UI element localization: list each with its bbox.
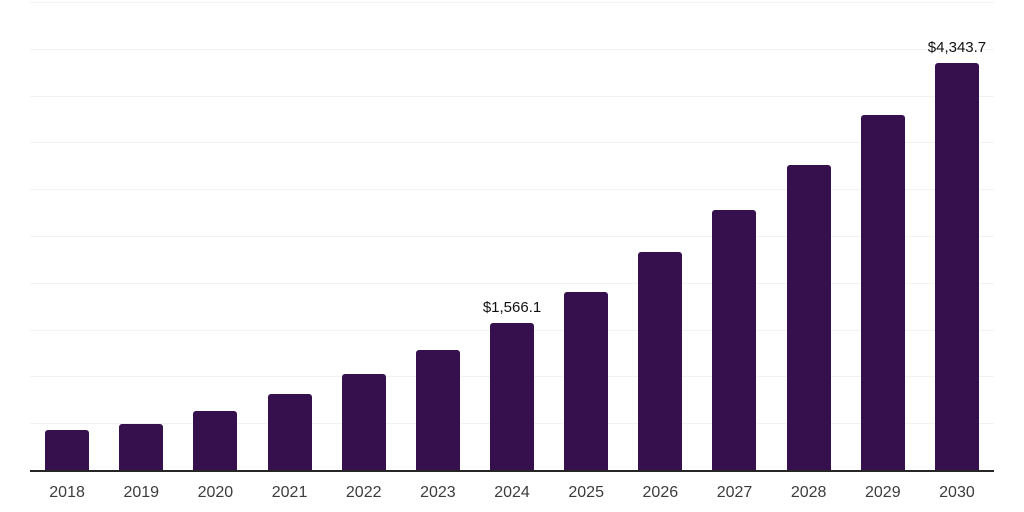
bar-2028 xyxy=(786,165,831,470)
bar-slot-2030: $4,343.7 xyxy=(920,2,994,470)
bar-2018 xyxy=(45,430,90,470)
x-axis-line xyxy=(30,470,994,472)
x-tick-2018: 2018 xyxy=(49,484,85,501)
x-tick-2025: 2025 xyxy=(568,484,604,501)
bar-2025 xyxy=(564,292,609,470)
bar-2020 xyxy=(193,410,238,470)
data-label-2030: $4,343.7 xyxy=(927,39,987,57)
x-tick-2026: 2026 xyxy=(642,484,679,501)
bar-slot-2028 xyxy=(772,2,846,470)
x-tick-2019: 2019 xyxy=(123,484,160,501)
bar-slot-2027 xyxy=(697,2,771,470)
x-tick-2028: 2028 xyxy=(790,484,827,501)
gridline-2500 xyxy=(30,236,994,237)
bar-2019 xyxy=(119,423,164,470)
bar-2026 xyxy=(638,252,683,470)
gridline-4000 xyxy=(30,95,994,97)
bar-slot-2026 xyxy=(623,2,697,470)
x-tick-2027: 2027 xyxy=(716,484,753,501)
x-tick-2023: 2023 xyxy=(420,484,456,501)
bar-2027 xyxy=(712,210,757,470)
bar-slot-2021 xyxy=(252,2,326,470)
bar-slot-2019 xyxy=(104,2,178,470)
x-tick-2022: 2022 xyxy=(345,484,382,501)
bar-slot-2022 xyxy=(327,2,401,470)
data-label-2024: $1,566.1 xyxy=(482,299,542,317)
bar-2024 xyxy=(490,323,535,470)
bar-slot-2023 xyxy=(401,2,475,470)
gridline-4500 xyxy=(30,48,994,50)
bar-2022 xyxy=(341,374,386,470)
bar-slot-2020 xyxy=(178,2,252,470)
x-axis-tick-labels: 2018 2019 2020 2021 2022 2023 2024 2025 2026 2027… xyxy=(30,483,994,502)
plot-area: $1,566.1 $4,343.7 xyxy=(30,2,994,472)
bar-slot-2025 xyxy=(549,2,623,470)
bar-2023 xyxy=(415,350,460,470)
bar-2021 xyxy=(267,394,312,470)
x-tick-2029: 2029 xyxy=(865,484,901,501)
bar-2029 xyxy=(860,115,905,470)
gridline-2000 xyxy=(30,282,994,284)
gridline-3500 xyxy=(30,142,994,144)
bar-slot-2024: $1,566.1 xyxy=(475,2,549,470)
bar-2030 xyxy=(934,63,979,470)
x-tick-2030: 2030 xyxy=(939,484,975,501)
bar-slot-2029 xyxy=(846,2,920,470)
bar-series: $1,566.1 $4,343.7 xyxy=(30,2,994,470)
gridline-3000 xyxy=(30,189,994,191)
gridline-5000 xyxy=(30,2,994,3)
bar-chart: $1,566.1 $4,343.7 2018 2019 2020 2021 2022 202… xyxy=(30,2,994,510)
x-tick-2021: 2021 xyxy=(271,484,308,501)
x-tick-2020: 2020 xyxy=(197,484,234,501)
bar-slot-2018 xyxy=(30,2,104,470)
x-tick-2024: 2024 xyxy=(494,484,530,501)
